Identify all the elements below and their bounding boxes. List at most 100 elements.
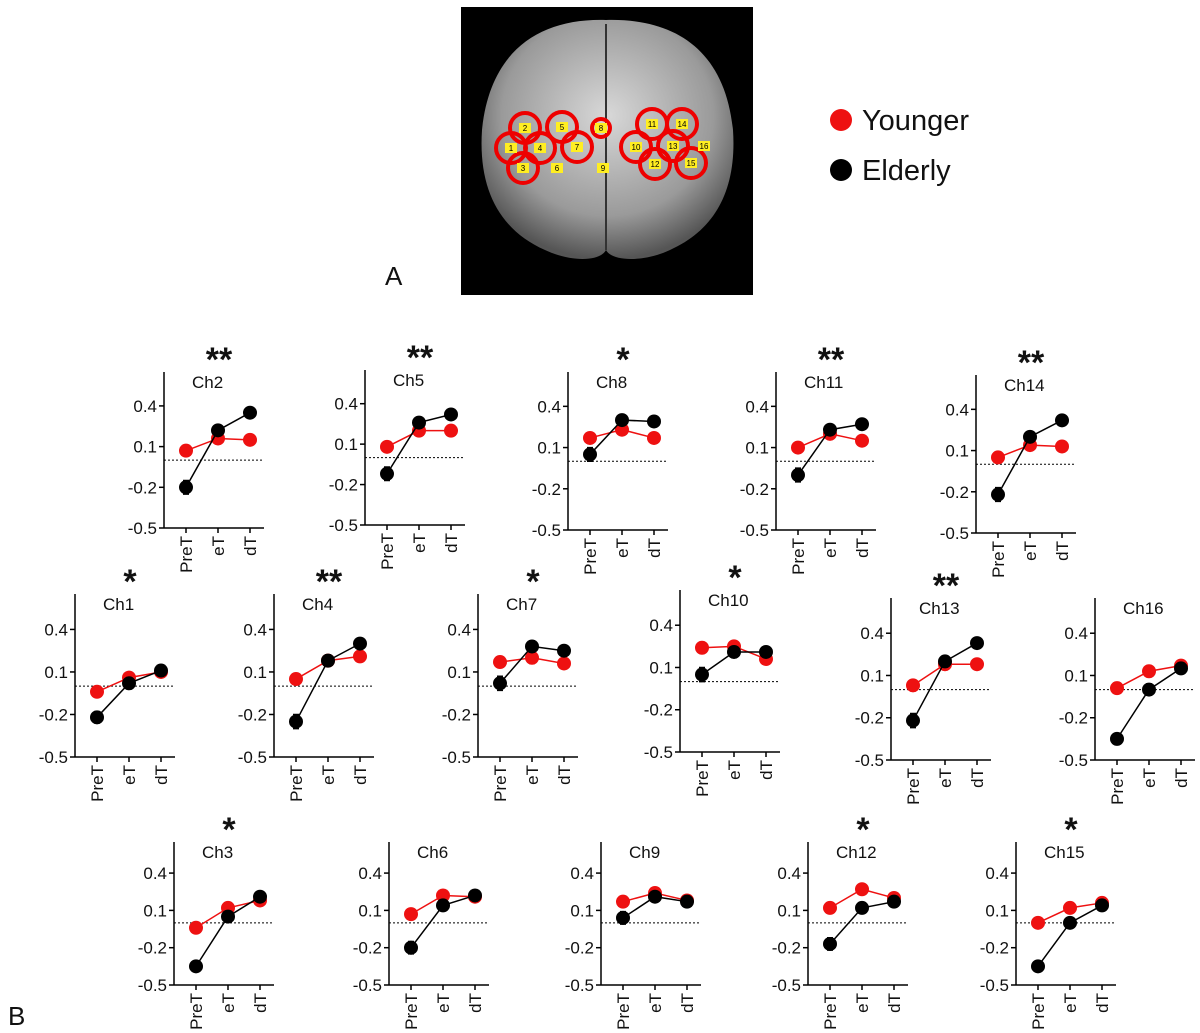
data-point xyxy=(855,417,869,432)
channel-ring xyxy=(523,131,557,165)
data-point xyxy=(243,405,257,420)
y-tick-label: 0.4 xyxy=(447,620,471,639)
x-tick-label: eT xyxy=(434,993,453,1013)
x-tick-label: PreT xyxy=(1108,768,1127,805)
legend: Younger Elderly xyxy=(830,105,969,187)
channel-label: 10 xyxy=(632,143,641,152)
x-tick-label: eT xyxy=(319,765,338,785)
channel-box xyxy=(505,143,517,153)
data-point xyxy=(855,433,869,448)
y-tick-label: 0.4 xyxy=(649,616,673,635)
channel-box xyxy=(534,143,546,153)
chart-title: Ch7 xyxy=(506,595,537,614)
channel-label: 14 xyxy=(678,120,687,129)
x-tick-label: PreT xyxy=(989,541,1008,578)
y-tick-label: -0.5 xyxy=(940,524,969,543)
x-tick-label: dT xyxy=(442,533,461,553)
data-point xyxy=(695,667,709,682)
chart-title: Ch10 xyxy=(708,591,749,610)
brain xyxy=(481,19,734,260)
channel-box xyxy=(649,159,661,169)
y-tick-label: -0.2 xyxy=(442,705,471,724)
y-tick-label: 0.1 xyxy=(777,901,801,920)
channel-label: 11 xyxy=(648,120,657,129)
data-point xyxy=(468,888,482,903)
chart-title: Ch14 xyxy=(1004,376,1045,395)
y-tick-label: 0.4 xyxy=(334,395,358,414)
data-point xyxy=(1063,900,1077,915)
x-tick-label: PreT xyxy=(287,765,306,802)
x-tick-label: dT xyxy=(351,765,370,785)
y-tick-label: 0.1 xyxy=(537,439,561,458)
data-point xyxy=(444,423,458,438)
data-point xyxy=(1031,915,1045,930)
channel-ring xyxy=(560,130,594,164)
y-tick-label: -0.2 xyxy=(772,939,801,958)
y-tick-label: -0.5 xyxy=(1059,751,1088,770)
panel: -0.5 -0.2 0.1 0.4 PreT eT dT Ch6 xyxy=(353,842,489,1030)
data-point xyxy=(855,882,869,897)
x-tick-label: dT xyxy=(853,538,872,558)
panel: -0.5 -0.2 0.1 0.4 PreT eT dT Ch1* xyxy=(39,563,175,802)
channel-box xyxy=(595,123,607,133)
significance: ** xyxy=(407,339,434,377)
significance: * xyxy=(616,341,630,379)
significance: * xyxy=(222,811,236,849)
x-tick-label: dT xyxy=(645,538,664,558)
x-tick-label: eT xyxy=(646,993,665,1013)
data-point xyxy=(243,432,257,447)
channel-ring xyxy=(590,117,612,139)
y-tick-label: 0.1 xyxy=(133,438,157,457)
y-tick-label: -0.5 xyxy=(353,976,382,995)
x-tick-label: eT xyxy=(821,538,840,558)
channel-label: 6 xyxy=(555,164,560,173)
channel-label: 15 xyxy=(687,159,696,168)
data-point xyxy=(1063,915,1077,930)
y-tick-label: 0.1 xyxy=(745,439,769,458)
channel-ring xyxy=(506,151,540,185)
data-point xyxy=(583,447,597,462)
channel-label: 5 xyxy=(560,123,565,132)
chart-title: Ch1 xyxy=(103,595,134,614)
panel: -0.5 -0.2 0.1 0.4 PreT eT dT Ch15* xyxy=(980,811,1116,1030)
data-point xyxy=(906,678,920,693)
data-point xyxy=(189,920,203,935)
data-point xyxy=(525,639,539,654)
y-tick-label: -0.2 xyxy=(565,939,594,958)
data-point xyxy=(154,663,168,678)
y-tick-label: -0.2 xyxy=(855,709,884,728)
channel-box xyxy=(556,122,568,132)
y-tick-label: 0.1 xyxy=(1064,666,1088,685)
data-point xyxy=(1055,413,1069,428)
channel-label: 13 xyxy=(669,142,678,151)
y-tick-label: -0.5 xyxy=(855,751,884,770)
data-point xyxy=(615,422,629,437)
data-point xyxy=(991,487,1005,502)
x-tick-label: dT xyxy=(466,993,485,1013)
data-point xyxy=(1110,731,1124,746)
channel-ring xyxy=(674,146,708,180)
significance: ** xyxy=(206,341,233,379)
channel-box xyxy=(698,141,710,151)
data-point xyxy=(436,888,450,903)
data-point xyxy=(380,439,394,454)
channel-box xyxy=(571,142,583,152)
y-tick-label: -0.2 xyxy=(329,476,358,495)
chart-title: Ch15 xyxy=(1044,843,1085,862)
data-point xyxy=(906,713,920,728)
x-tick-label: dT xyxy=(1093,993,1112,1013)
data-point xyxy=(791,468,805,483)
x-tick-label: PreT xyxy=(821,993,840,1030)
data-point xyxy=(90,684,104,699)
y-tick-label: 0.4 xyxy=(570,864,594,883)
y-tick-label: 0.1 xyxy=(649,658,673,677)
y-tick-label: -0.2 xyxy=(980,939,1009,958)
panel: -0.5 -0.2 0.1 0.4 PreT eT dT Ch10* xyxy=(644,559,780,797)
data-point xyxy=(122,676,136,691)
data-point xyxy=(823,422,837,437)
y-tick-label: -0.5 xyxy=(644,743,673,762)
channel-label: 12 xyxy=(651,160,660,169)
data-point xyxy=(404,940,418,955)
x-tick-label: dT xyxy=(555,765,574,785)
